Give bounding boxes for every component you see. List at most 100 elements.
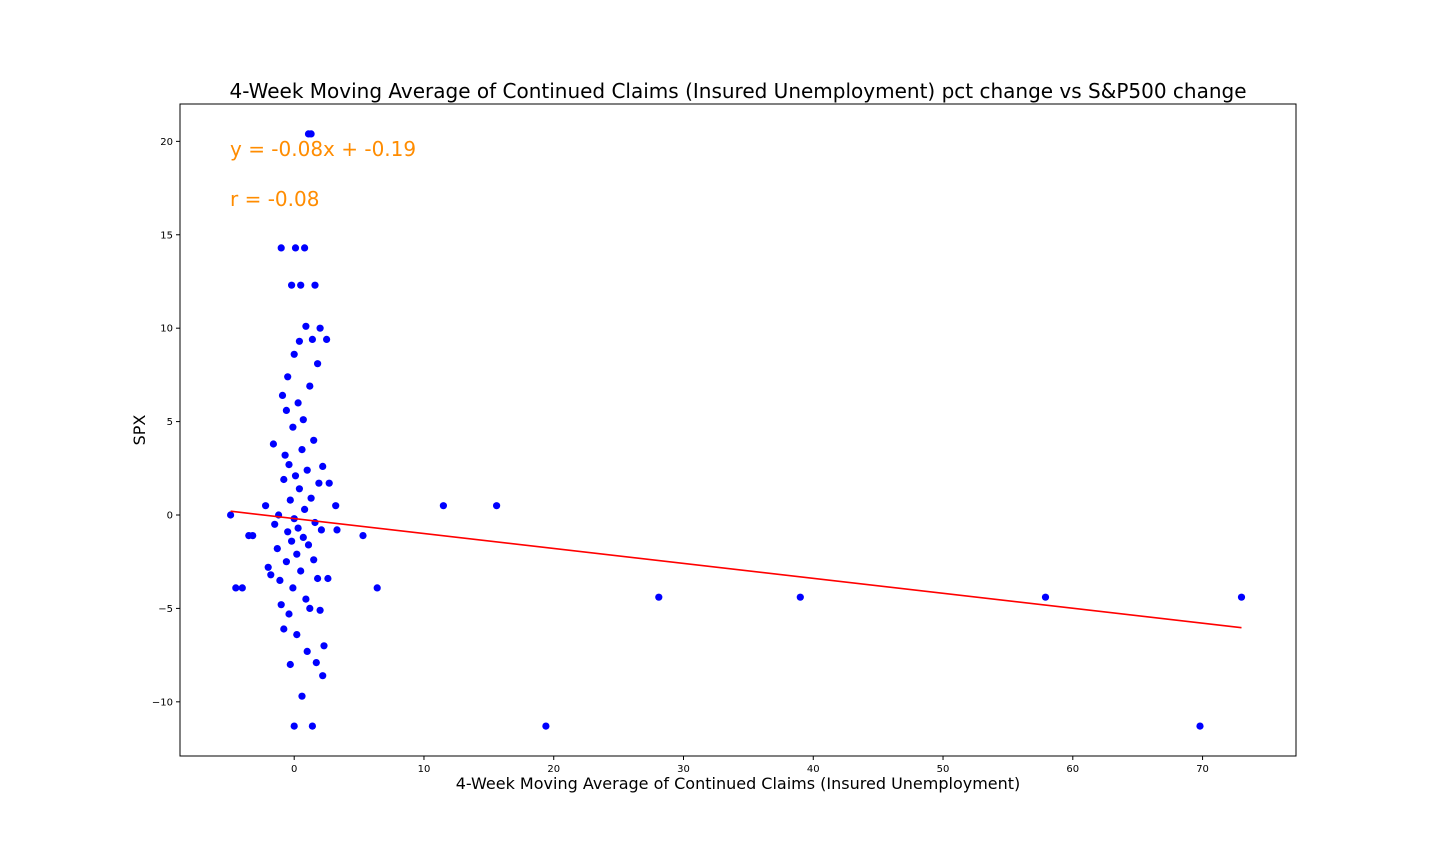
scatter-point (324, 574, 332, 583)
correlation-coefficient: r = -0.08 (230, 187, 319, 211)
scatter-point (291, 472, 300, 480)
scatter-point (315, 479, 323, 487)
scatter-point (308, 722, 316, 730)
scatter-point (299, 416, 307, 424)
scatter-point (796, 593, 804, 601)
scatter-point (295, 337, 303, 345)
scatter-point (316, 606, 324, 614)
x-tick-label: 20 (547, 764, 560, 775)
scatter-point (1237, 593, 1246, 601)
scatter-point (280, 625, 288, 633)
scatter-point (298, 692, 306, 700)
scatter-point (294, 399, 302, 407)
regression-equation: y = -0.08x + -0.19 (230, 137, 416, 161)
y-tick-label: −5 (158, 604, 173, 615)
chart-title: 4-Week Moving Average of Continued Claim… (229, 79, 1246, 103)
scatter-point (306, 382, 314, 390)
scatter-point (316, 324, 324, 332)
scatter-point (290, 722, 298, 730)
scatter-point (297, 281, 305, 289)
scatter-point (319, 672, 327, 680)
regression-line (230, 510, 1242, 629)
x-tick-label: 0 (291, 764, 297, 775)
scatter-point (278, 391, 287, 399)
scatter-point (276, 576, 284, 585)
plot-frame (179, 103, 1297, 757)
scatter-point (310, 436, 318, 444)
scatter-point (655, 593, 663, 601)
scatter-point (317, 526, 325, 534)
scatter-point (312, 659, 320, 667)
scatter-point (301, 505, 309, 513)
plot-area (227, 130, 1246, 730)
y-axis-label: SPX (130, 415, 149, 446)
x-tick-label: 30 (677, 764, 690, 775)
x-tick-label: 70 (1196, 764, 1209, 775)
x-tick-label: 10 (418, 764, 431, 775)
y-axis-ticks: −10 −5 0 5 10 15 20 (152, 137, 180, 708)
scatter-point (280, 475, 288, 484)
y-tick-label: −10 (152, 697, 173, 708)
scatter-point (306, 604, 314, 613)
scatter-point (288, 281, 296, 289)
scatter-point (1196, 722, 1204, 730)
scatter-point (285, 610, 293, 618)
scatter-point (284, 528, 292, 536)
scatter-point (303, 647, 311, 656)
scatter-point (289, 584, 297, 592)
scatter-point (277, 601, 285, 609)
scatter-point (493, 502, 501, 510)
scatter-point (281, 451, 289, 459)
scatter-point (291, 244, 300, 252)
scatter-point (311, 281, 319, 289)
scatter-point (277, 244, 285, 252)
y-tick-label: 10 (160, 324, 173, 335)
scatter-point (308, 335, 316, 343)
scatter-point (282, 406, 290, 414)
x-axis-label: 4-Week Moving Average of Continued Claim… (456, 774, 1021, 793)
scatter-point (302, 595, 310, 603)
scatter-point (285, 461, 293, 469)
scatter-point (332, 502, 340, 510)
x-tick-label: 60 (1066, 764, 1079, 775)
scatter-point (359, 532, 367, 540)
scatter-point (286, 496, 294, 504)
scatter-point (542, 722, 550, 730)
scatter-point (249, 532, 257, 540)
x-axis-ticks: 0 10 20 30 40 50 60 70 (291, 756, 1209, 775)
scatter-point (284, 373, 292, 381)
y-tick-label: 5 (167, 417, 173, 428)
scatter-point (299, 533, 307, 542)
scatter-point (303, 466, 311, 474)
scatter-point (295, 485, 303, 493)
scatter-point (307, 130, 315, 138)
scatter-point (319, 462, 327, 470)
scatter-point (269, 440, 277, 448)
scatter-point (271, 520, 279, 528)
scatter-point (1041, 593, 1050, 601)
scatter-point (439, 502, 447, 510)
scatter-point (282, 558, 290, 566)
scatter-point (301, 244, 309, 252)
scatter-point (320, 642, 328, 650)
scatter-point (238, 584, 246, 592)
scatter-point (262, 502, 270, 510)
scatter-point (307, 494, 315, 502)
x-tick-label: 40 (807, 764, 820, 775)
y-tick-label: 0 (167, 511, 173, 522)
scatter-point (302, 322, 310, 330)
scatter-point (293, 550, 301, 558)
scatter-point (264, 563, 272, 571)
scatter-point (323, 335, 331, 343)
scatter-point (325, 479, 333, 487)
scatter-point (289, 423, 297, 431)
scatter-point (232, 584, 240, 592)
scatter-point (310, 556, 318, 564)
y-tick-label: 15 (160, 230, 173, 241)
scatter-point (314, 360, 322, 368)
scatter-point (288, 537, 296, 545)
scatter-point (314, 574, 322, 583)
y-tick-label: 20 (160, 137, 173, 148)
scatter-point (227, 511, 235, 519)
